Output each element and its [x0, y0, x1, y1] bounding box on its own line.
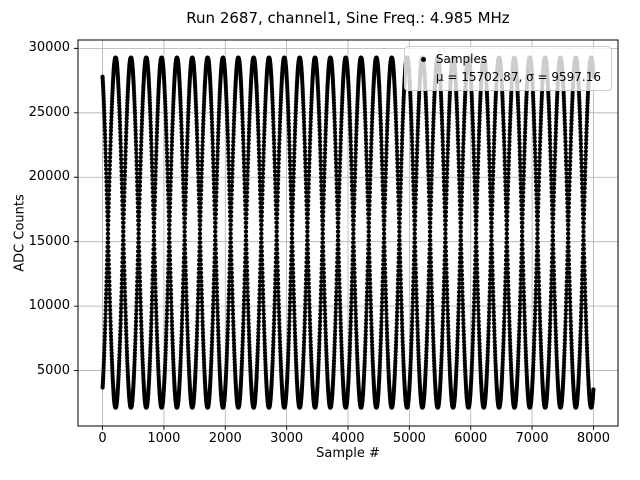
- x-tick-label: 0: [98, 431, 107, 446]
- x-tick-label: 2000: [208, 431, 242, 446]
- x-tick-label: 5000: [392, 431, 426, 446]
- y-tick-label: 20000: [28, 169, 70, 185]
- x-tick-label: 3000: [270, 431, 304, 446]
- x-tick-label: 7000: [515, 431, 549, 446]
- y-tick-label: 5000: [36, 362, 70, 378]
- legend: Samples μ = 15702.87, σ = 9597.16: [403, 46, 612, 91]
- x-axis-label: Sample #: [316, 446, 380, 461]
- x-tick-label: 1000: [147, 431, 181, 446]
- chart-title: Run 2687, channel1, Sine Freq.: 4.985 MH…: [186, 9, 510, 27]
- y-axis-label: ADC Counts: [12, 194, 28, 272]
- x-tick-label: 8000: [576, 431, 610, 446]
- legend-entry-samples: Samples: [435, 52, 488, 66]
- legend-entry-stats: μ = 15702.87, σ = 9597.16: [435, 70, 601, 84]
- y-tick-label: 25000: [28, 104, 70, 120]
- samples-marker-dot-icon: [421, 56, 427, 62]
- y-tick-label: 30000: [28, 40, 70, 56]
- y-tick-label: 10000: [28, 298, 70, 314]
- y-tick-label: 15000: [28, 233, 70, 249]
- x-tick-label: 4000: [331, 431, 365, 446]
- legend-marker-cell: [412, 56, 436, 62]
- x-tick-label: 6000: [454, 431, 488, 446]
